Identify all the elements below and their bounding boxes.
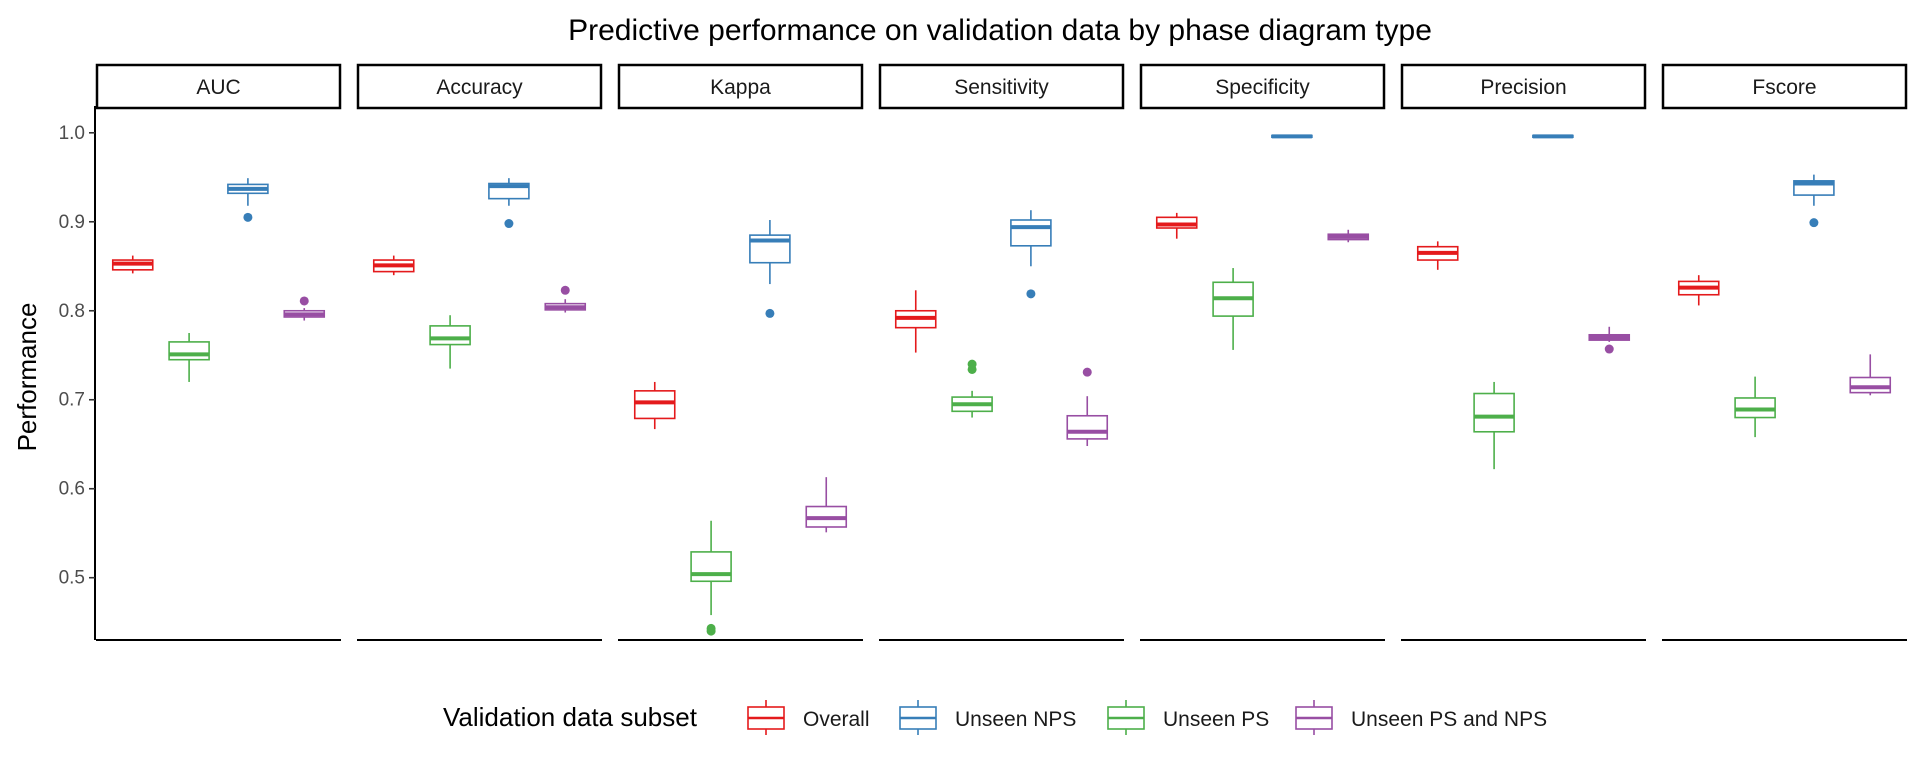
y-tick-label: 0.8 [59,301,85,322]
outlier-point [706,626,716,636]
y-tick-label: 0.7 [59,390,85,411]
strip-precision [1400,63,1647,110]
box-auc-unseen-ps [168,333,210,382]
panel-sensitivity: Sensitivity [878,63,1125,641]
legend-label-unseen-ps: Unseen PS [1163,708,1269,731]
box-fscore-unseen-nps [1793,174,1835,228]
outlier-point [1026,289,1036,299]
box-specificity-unseen-ps-and-nps [1327,229,1370,243]
box-body [690,551,732,583]
chart-title: Predictive performance on validation dat… [568,14,1432,47]
legend-key-unseen-ps-and-nps: Unseen PS and NPS [1295,700,1547,735]
outlier-point [504,219,514,229]
outlier-point [1082,367,1092,377]
box-fscore-unseen-ps-and-nps [1849,354,1892,396]
panel-specificity: Specificity [1139,63,1386,641]
panel-precision: Precision [1400,63,1647,641]
box-accuracy-overall [372,255,415,276]
box-kappa-unseen-nps [749,220,791,318]
strip-label-accuracy: Accuracy [436,76,523,99]
box-fscore-overall [1677,275,1720,306]
box-body [1849,376,1892,394]
strip-kappa [617,63,864,110]
box-sensitivity-unseen-nps [1010,210,1052,299]
strip-label-sensitivity: Sensitivity [954,76,1049,99]
box-body [1473,392,1515,433]
y-tick-label: 0.9 [59,212,85,233]
box-body [1010,219,1052,247]
box-fscore-unseen-ps [1734,376,1776,438]
strip-label-auc: AUC [196,76,240,99]
box-body [633,390,676,420]
box-body [1066,414,1109,440]
strip-label-fscore: Fscore [1752,76,1816,99]
box-kappa-unseen-ps [690,520,732,636]
box-auc-unseen-ps-and-nps [283,296,326,321]
outlier-point [1809,218,1819,228]
box-auc-overall [111,255,154,274]
y-tick-label: 0.6 [59,479,85,500]
box-sensitivity-unseen-ps [951,359,993,418]
legend-key-unseen-ps: Unseen PS [1107,700,1269,735]
box-precision-unseen-ps-and-nps [1588,326,1631,354]
legend-label-unseen-nps: Unseen NPS [955,708,1076,731]
box-auc-unseen-nps [227,178,269,222]
outlier-point [560,285,570,295]
strip-fscore [1661,63,1908,110]
box-kappa-overall [633,381,676,430]
box-sensitivity-unseen-ps-and-nps [1066,367,1109,447]
legend-title: Validation data subset [443,702,698,732]
y-tick-label: 0.5 [59,568,85,589]
legend: Validation data subset Overall Unseen NPS… [443,700,1547,735]
panel-kappa: Kappa [617,63,864,641]
legend-label-overall: Overall [803,708,870,731]
box-accuracy-unseen-ps-and-nps [544,285,587,313]
box-sensitivity-overall [894,290,937,353]
legend-key-overall: Overall [747,700,870,735]
box-precision-unseen-ps [1473,381,1515,470]
box-body [168,341,210,361]
outlier-point [765,308,775,318]
y-tick-label: 1.0 [59,123,85,144]
strip-auc [95,63,342,110]
strip-specificity [1139,63,1386,110]
box-accuracy-unseen-nps [488,178,530,229]
box-specificity-unseen-ps [1212,268,1254,350]
strip-accuracy [356,63,603,110]
y-axis-label: Performance [12,303,42,452]
outlier-point [1604,344,1614,354]
outlier-point [299,296,309,306]
strip-label-kappa: Kappa [710,76,771,99]
strip-sensitivity [878,63,1125,110]
outlier-point [967,364,977,374]
box-kappa-unseen-ps-and-nps [805,477,848,533]
facet-panels: AUC Accuracy Kappa Sensitivity Specificity Pr… [95,63,1908,641]
box-specificity-unseen-nps [1271,134,1313,139]
panel-auc: AUC [95,63,342,641]
panel-fscore: Fscore [1661,63,1908,641]
box-specificity-overall [1155,212,1198,239]
legend-key-unseen-nps: Unseen NPS [899,700,1076,735]
legend-label-unseen-ps-and-nps: Unseen PS and NPS [1351,708,1547,731]
outlier-point [243,212,253,222]
box-precision-unseen-nps [1532,134,1574,139]
strip-label-precision: Precision [1480,76,1566,99]
strip-label-specificity: Specificity [1215,76,1310,99]
box-precision-overall [1416,241,1459,270]
box-body [429,325,471,346]
y-axis: 0.5 0.6 0.7 0.8 0.9 1.0 [59,106,96,640]
box-accuracy-unseen-ps [429,315,471,369]
panel-accuracy: Accuracy [356,63,603,641]
